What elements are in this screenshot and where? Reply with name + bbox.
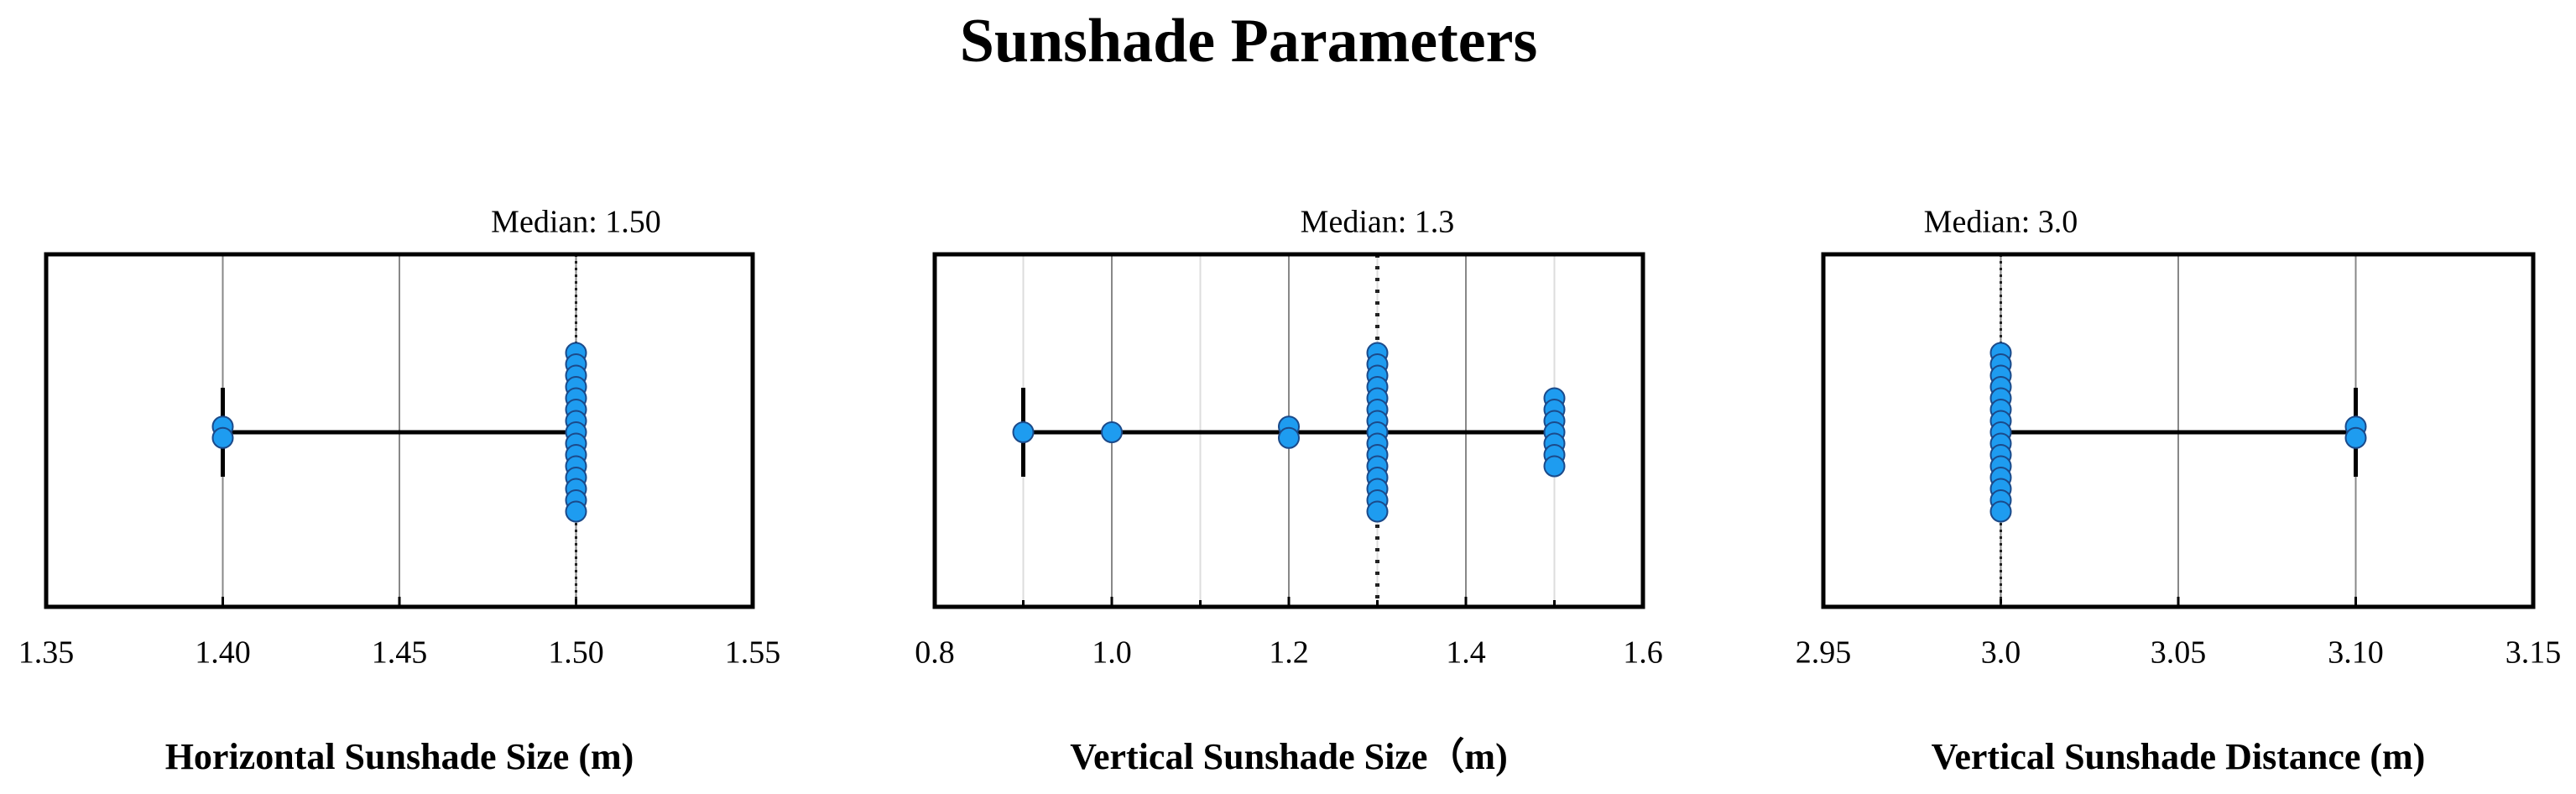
x-axis-label: Vertical Sunshade Size（m) — [1070, 736, 1508, 777]
x-tick-label: 1.45 — [372, 635, 428, 671]
plot-frame — [932, 252, 1645, 609]
figure-title: Sunshade Parameters — [960, 7, 1538, 76]
median-label: Median: 1.50 — [491, 205, 661, 240]
data-point — [1012, 421, 1035, 443]
x-tick-label: 1.50 — [548, 635, 604, 671]
data-point — [211, 426, 234, 449]
plot-frame — [44, 252, 755, 609]
x-tick-label: 2.95 — [1796, 635, 1852, 671]
data-point — [1989, 500, 2012, 523]
data-point — [1543, 455, 1566, 478]
data-point — [1278, 426, 1300, 449]
x-tick-label: 3.15 — [2506, 635, 2562, 671]
data-point — [565, 500, 587, 523]
plot-frame — [1821, 252, 2536, 609]
x-tick-label: 3.05 — [2151, 635, 2207, 671]
x-tick-label: 1.2 — [1269, 635, 1309, 671]
median-label: Median: 1.3 — [1301, 205, 1455, 240]
x-tick-label: 3.10 — [2328, 635, 2384, 671]
data-point — [2344, 426, 2367, 449]
x-tick-label: 0.8 — [915, 635, 955, 671]
x-axis-label: Vertical Sunshade Distance (m) — [1932, 736, 2426, 777]
x-tick-label: 1.55 — [725, 635, 781, 671]
data-point — [1101, 421, 1123, 443]
x-tick-label: 1.40 — [195, 635, 251, 671]
data-point — [1366, 500, 1389, 523]
x-tick-label: 1.6 — [1623, 635, 1663, 671]
median-label: Median: 3.0 — [1924, 205, 2078, 240]
x-tick-label: 3.0 — [1981, 635, 2021, 671]
x-axis-label: Horizontal Sunshade Size (m) — [165, 736, 634, 777]
x-tick-label: 1.35 — [18, 635, 75, 671]
x-tick-label: 1.4 — [1446, 635, 1486, 671]
x-tick-label: 1.0 — [1092, 635, 1132, 671]
